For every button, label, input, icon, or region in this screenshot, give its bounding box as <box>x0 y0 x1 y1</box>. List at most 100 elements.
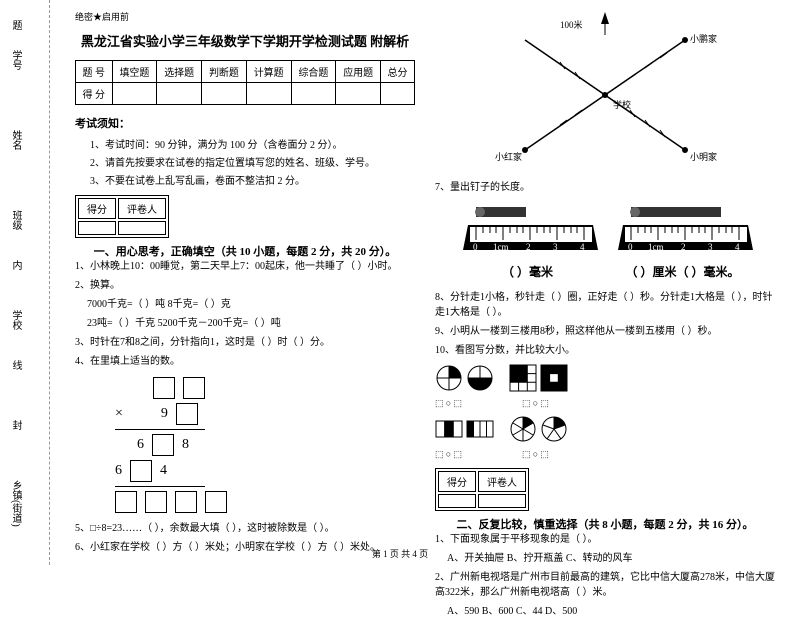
diag-br: 小明家 <box>690 150 717 163</box>
svg-text:4: 4 <box>735 242 740 252</box>
multiplication-boxes: ×9 68 64 <box>115 377 415 513</box>
section2-header: 得分评卷人 <box>435 468 775 511</box>
notice-item-2: 3、不要在试卷上乱写乱画，卷面不整洁扣 2 分。 <box>90 172 415 187</box>
ruler2-caption: （ ）厘米（ ）毫米。 <box>613 263 753 280</box>
box-top-1 <box>153 377 175 399</box>
svg-text:2: 2 <box>681 242 686 252</box>
main-content: 绝密★启用前 黑龙江省实验小学三年级数学下学期开学检测试题 附解析 题 号 填空… <box>50 0 800 565</box>
ruler1-svg: 0 1cm 2 3 4 <box>458 205 598 255</box>
box-r2 <box>130 460 152 482</box>
pie-2 <box>540 415 568 443</box>
right-column: 100米 小鹏家 小红家 小明家 学校 7、量出钉子的长度。 <box>425 10 785 555</box>
svg-text:1cm: 1cm <box>493 242 509 252</box>
q10: 10、看图写分数，并比较大小。 <box>435 343 775 358</box>
grid-1 <box>509 364 537 392</box>
diag-100m: 100米 <box>560 18 583 31</box>
circle-1 <box>435 364 463 392</box>
mult-op: × <box>115 406 123 422</box>
pie-1 <box>509 415 537 443</box>
q4: 4、在里填上适当的数。 <box>75 354 415 369</box>
notice-item-0: 1、考试时间：90 分钟，满分为 100 分（含卷面分 2 分）。 <box>90 136 415 151</box>
q1: 1、小林晚上10：00睡觉，第二天早上7：00起床，他一共睡了（ ）小时。 <box>75 259 415 274</box>
bind-mark-0: 内 <box>8 260 23 270</box>
s2-q1-opts: A、开关抽屉 B、拧开瓶盖 C、转动的风车 <box>447 551 775 566</box>
rect-2 <box>466 415 494 443</box>
shapes-blank-1: ⬚ ○ ⬚ ⬚ ○ ⬚ <box>435 398 775 409</box>
confidential-text: 绝密★启用前 <box>75 10 415 23</box>
section1-header: 得分评卷人 <box>75 195 415 238</box>
bind-label-3: 学校 <box>8 310 23 330</box>
section2-title: 二、反复比较，慎重选择（共 8 小题，每题 2 分，共 16 分）。 <box>435 516 775 532</box>
diag-school: 学校 <box>613 98 631 111</box>
box-b1 <box>115 491 137 513</box>
bind-label-2: 班级 <box>8 210 23 230</box>
scorebox-2: 得分评卷人 <box>435 468 529 511</box>
bind-label-1: 姓名 <box>8 130 23 150</box>
svg-text:1cm: 1cm <box>648 242 664 252</box>
ruler-2: 0 1cm 2 3 4 （ ）厘米（ ）毫米。 <box>613 205 753 280</box>
score-table: 题 号 填空题 选择题 判断题 计算题 综合题 应用题 总分 得 分 <box>75 60 415 105</box>
page-footer: 第 1 页 共 4 页 <box>372 547 428 560</box>
section1-title: 一、用心思考，正确填空（共 10 小题，每题 2 分，共 20 分）。 <box>75 243 415 259</box>
diag-bl: 小红家 <box>495 150 522 163</box>
score-row2: 得 分 <box>76 83 113 105</box>
svg-text:2: 2 <box>526 242 531 252</box>
q2b: 23吨=（ ）千克 5200千克－200千克=（ ）吨 <box>87 316 415 331</box>
ruler-1: 0 1cm 2 3 4 （ ）毫米 <box>458 205 598 280</box>
rect-1 <box>435 415 463 443</box>
box-b3 <box>175 491 197 513</box>
bind-topnote: 题 <box>8 20 23 30</box>
score-col-3: 判断题 <box>202 61 247 83</box>
q7: 7、量出钉子的长度。 <box>435 180 775 195</box>
hline-2 <box>115 486 205 487</box>
q2: 2、换算。 <box>75 278 415 293</box>
score-col-7: 总分 <box>381 61 415 83</box>
q8: 8、分针走1小格，秒针走（ ）圈，正好走（ ）秒。分针走1大格是（ ），时针走1… <box>435 290 775 320</box>
bind-mark-2: 封 <box>8 420 23 430</box>
svg-text:0: 0 <box>473 242 478 252</box>
score-col-2: 选择题 <box>157 61 202 83</box>
diag-tr: 小鹏家 <box>690 32 717 45</box>
box-b2 <box>145 491 167 513</box>
q6: 6、小红家在学校（ ）方（ ）米处；小明家在学校（ ）方（ ）米处。 <box>75 540 415 555</box>
q3: 3、时针在7和8之间，分针指向1，这时是（ ）时（ ）分。 <box>75 335 415 350</box>
bind-label-4: 乡镇(街道) <box>8 480 23 527</box>
score-col-4: 计算题 <box>246 61 291 83</box>
circle-2 <box>466 364 494 392</box>
ruler1-caption: （ ）毫米 <box>458 263 598 280</box>
notice-item-1: 2、请首先按要求在试卷的指定位置填写您的姓名、班级、学号。 <box>90 154 415 169</box>
box-b4 <box>205 491 227 513</box>
box-r1 <box>152 434 174 456</box>
left-column: 绝密★启用前 黑龙江省实验小学三年级数学下学期开学检测试题 附解析 题 号 填空… <box>65 10 425 555</box>
bind-mark-1: 线 <box>8 360 23 370</box>
svg-text:3: 3 <box>553 242 558 252</box>
score-col-6: 应用题 <box>336 61 381 83</box>
hline-1 <box>115 429 205 430</box>
notice-list: 1、考试时间：90 分钟，满分为 100 分（含卷面分 2 分）。 2、请首先按… <box>75 136 415 187</box>
q5: 5、□÷8=23……（ ），余数最大填（ ），这时被除数是（ ）。 <box>75 521 415 536</box>
shapes-blank-2: ⬚ ○ ⬚ ⬚ ○ ⬚ <box>435 449 775 460</box>
q2a: 7000千克=（ ）吨 8千克=（ ）克 <box>87 297 415 312</box>
binding-margin: 题 学号 姓名 班级 内 学校 线 封 乡镇(街道) <box>0 0 50 565</box>
grid-2 <box>540 364 568 392</box>
score-col-0: 题 号 <box>76 61 113 83</box>
exam-title: 黑龙江省实验小学三年级数学下学期开学检测试题 附解析 <box>75 31 415 50</box>
box-m-1 <box>176 403 198 425</box>
box-top-2 <box>183 377 205 399</box>
notice-title: 考试须知： <box>75 115 415 131</box>
svg-text:4: 4 <box>580 242 585 252</box>
s2-q2-opts: A、590 B、600 C、44 D、500 <box>447 604 775 619</box>
bind-label-0: 学号 <box>8 50 23 70</box>
svg-text:3: 3 <box>708 242 713 252</box>
svg-text:0: 0 <box>628 242 633 252</box>
shapes-row-1 <box>435 364 775 392</box>
mult-9: 9 <box>161 406 168 422</box>
s2-q1: 1、下面现象属于平移现象的是（ ）。 <box>435 532 775 547</box>
q9: 9、小明从一楼到三楼用8秒，照这样他从一楼到五楼用（ ）秒。 <box>435 324 775 339</box>
s2-q2: 2、广州新电视塔是广州市目前最高的建筑，它比中信大厦高278米，中信大厦高322… <box>435 570 775 600</box>
ruler-row: 0 1cm 2 3 4 （ ）毫米 <box>435 205 775 280</box>
shapes-row-2 <box>435 415 775 443</box>
score-col-5: 综合题 <box>291 61 336 83</box>
ruler2-svg: 0 1cm 2 3 4 <box>613 205 753 255</box>
direction-diagram: 100米 小鹏家 小红家 小明家 学校 <box>465 10 745 180</box>
